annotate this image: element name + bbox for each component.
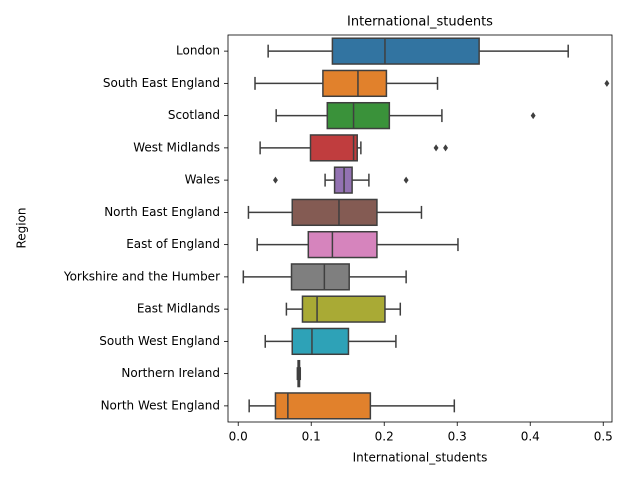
outlier [403, 176, 409, 184]
plot-frame [227, 34, 613, 423]
y-tick-label: North West England [101, 398, 220, 412]
x-tick-label: 0.4 [521, 430, 540, 444]
x-tick-label: 0.5 [594, 430, 613, 444]
box [274, 392, 372, 420]
box [290, 263, 350, 291]
box [291, 198, 378, 227]
box [291, 327, 350, 356]
y-tick-label: London [176, 44, 220, 58]
y-tick-label: North East England [104, 205, 220, 219]
y-tick-label: Scotland [168, 108, 220, 122]
x-tick-label: 0.0 [229, 430, 248, 444]
x-tick-label: 0.3 [448, 430, 467, 444]
outlier [604, 79, 610, 87]
box [309, 134, 358, 162]
box [331, 37, 480, 65]
outlier [433, 144, 439, 152]
y-tick-label: West Midlands [133, 140, 220, 154]
box [307, 230, 378, 259]
box [322, 69, 388, 98]
box [326, 101, 391, 130]
outlier [530, 112, 536, 120]
outlier [273, 176, 278, 184]
y-tick-label: South West England [99, 334, 220, 348]
y-tick-label: East of England [126, 237, 220, 251]
y-axis-label: Region [15, 207, 29, 248]
x-tick-label: 0.1 [302, 430, 321, 444]
y-tick-label: Northern Ireland [121, 366, 220, 380]
y-tick-label: Yorkshire and the Humber [63, 269, 220, 283]
x-axis-label: International_students [353, 451, 488, 465]
y-tick-label: Wales [185, 173, 220, 187]
y-tick-label: South East England [103, 76, 220, 90]
box [301, 295, 386, 323]
chart-title: International_students [347, 15, 493, 30]
x-tick-label: 0.2 [375, 430, 394, 444]
outlier [443, 144, 449, 152]
y-tick-label: East Midlands [137, 302, 220, 316]
